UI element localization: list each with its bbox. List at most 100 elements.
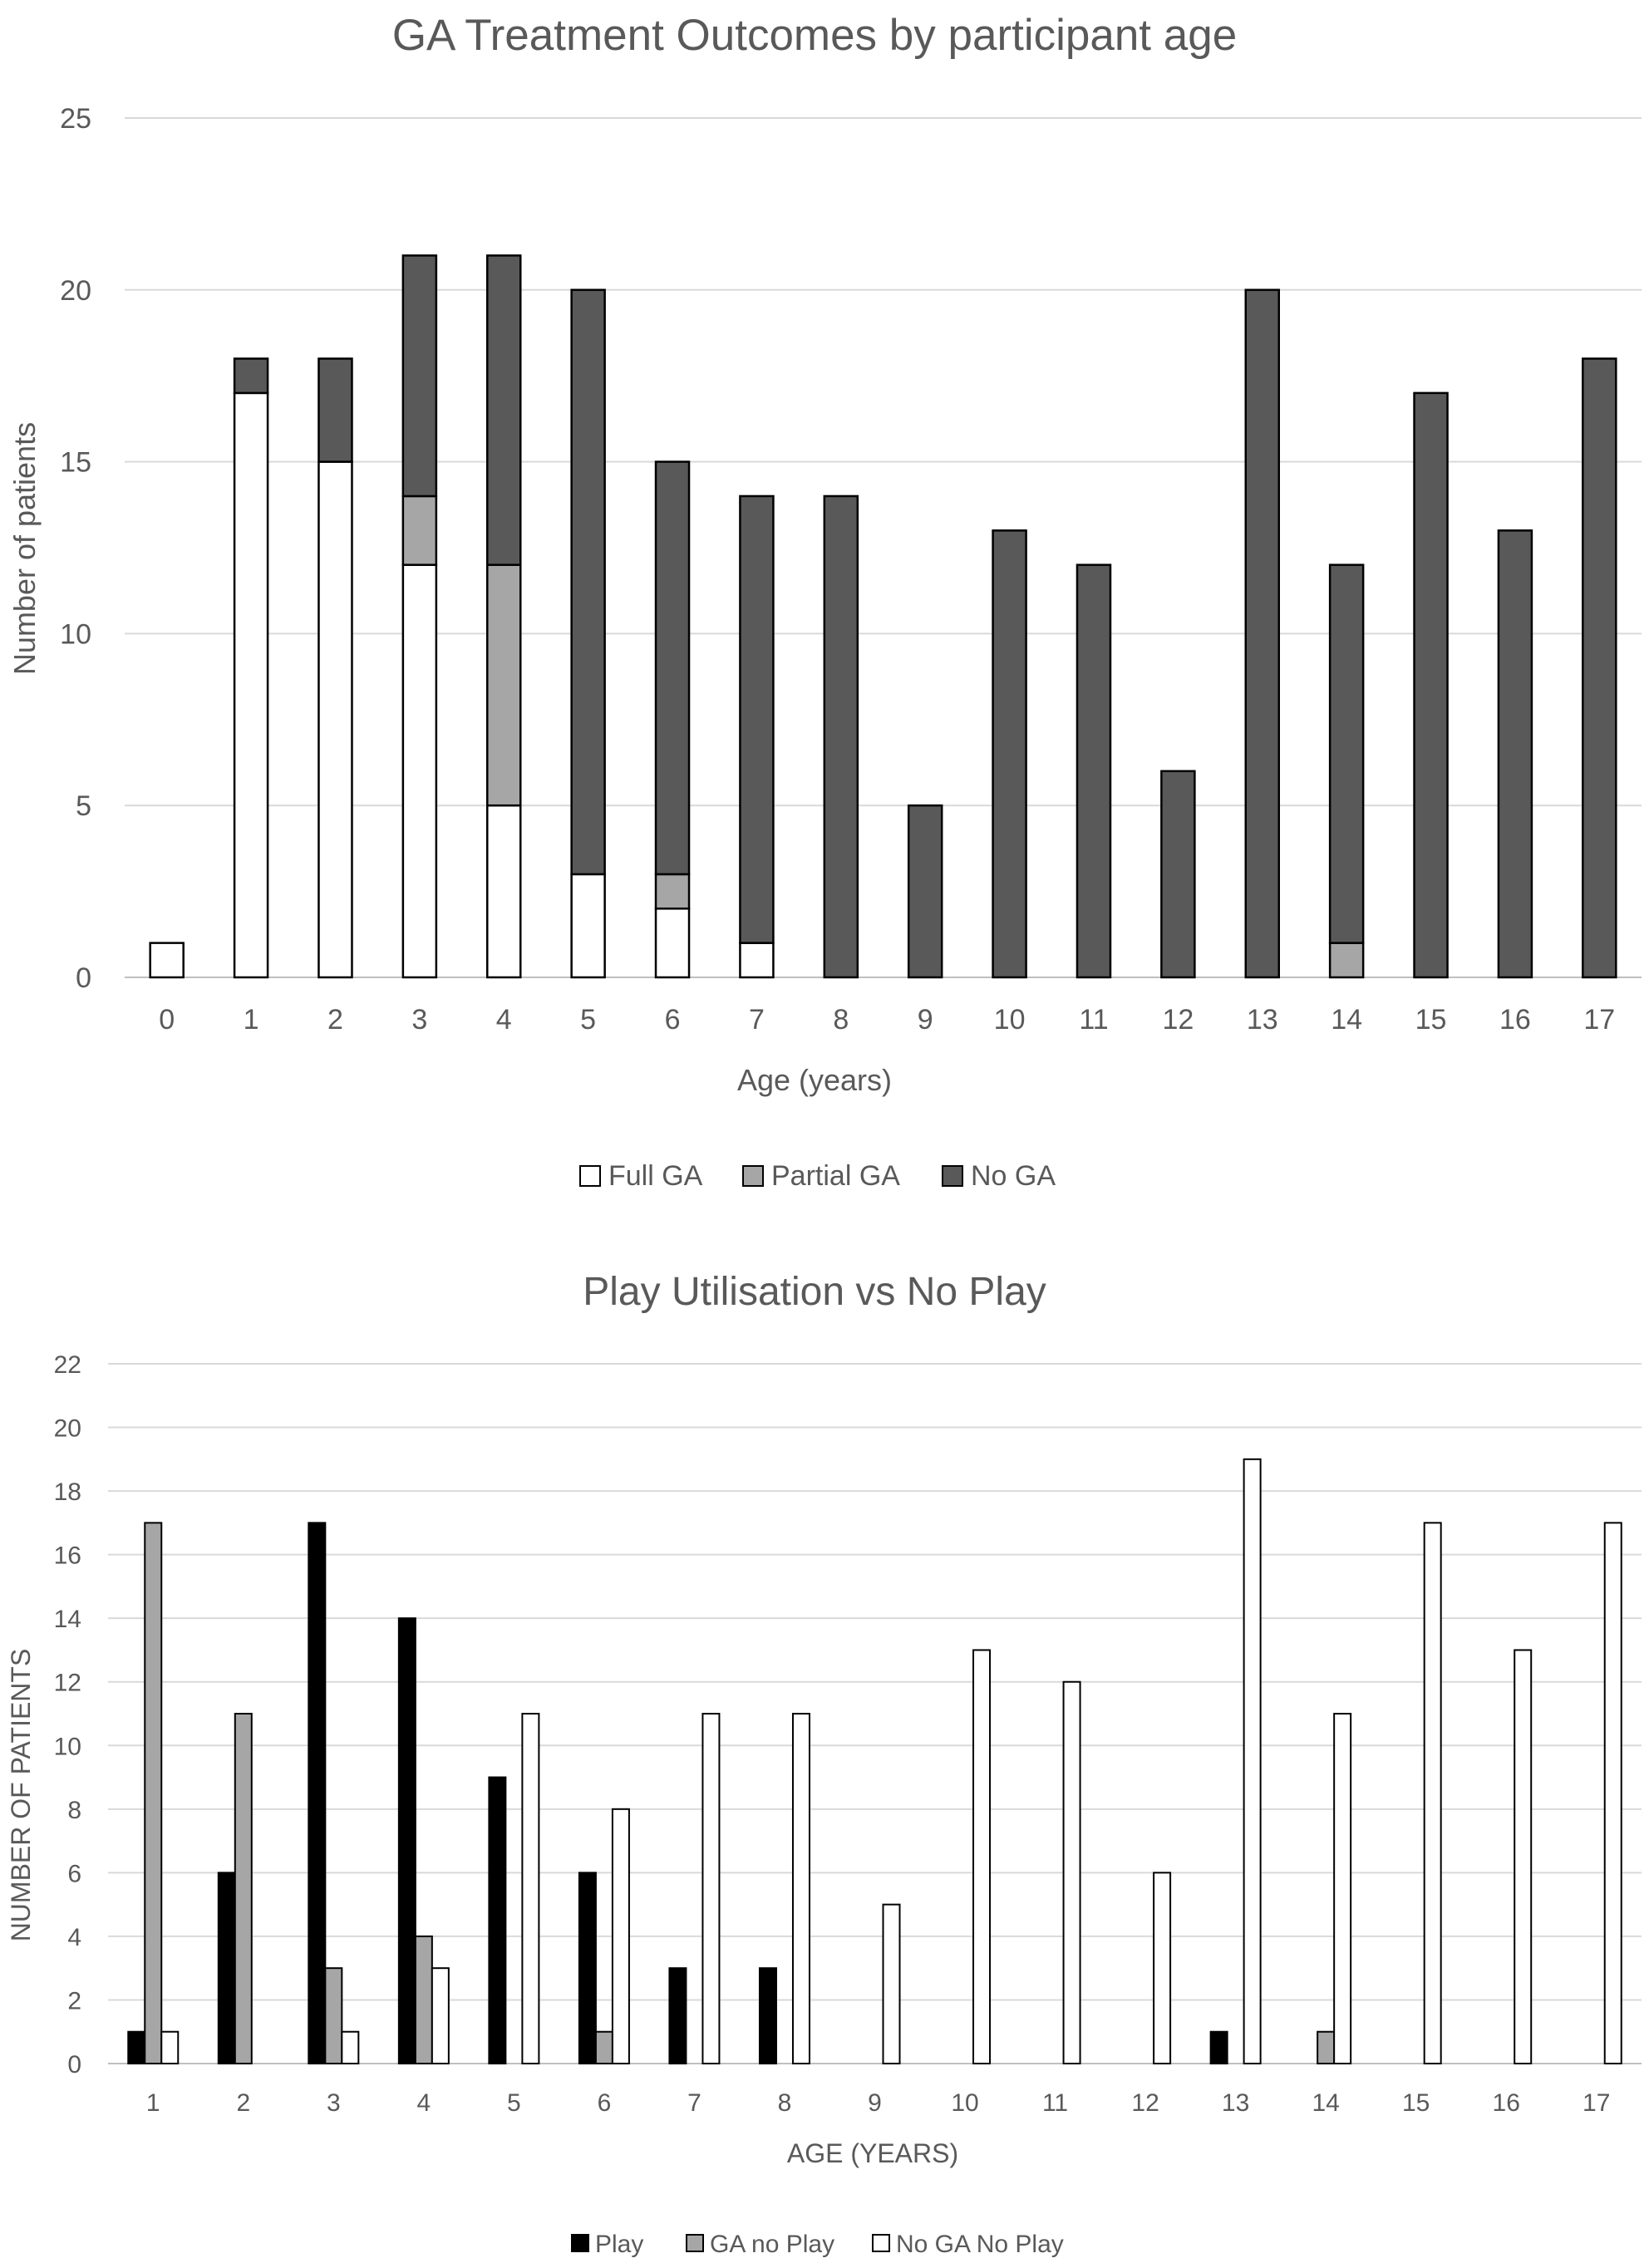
- chart2-bar-no-ga-no-play-age-1: [160, 2030, 180, 2065]
- chart1-y-ticks: 0 5 10 15 20 25: [60, 103, 91, 994]
- chart1-bar-partial-ga-age-14: [1328, 942, 1365, 979]
- chart2-bar-no-ga-no-play-age-9: [882, 1903, 901, 2065]
- chart2-x-tick-label: 1: [146, 2089, 160, 2117]
- chart1-bar-full-ga-age-2: [317, 460, 353, 979]
- chart2-x-tick-label: 13: [1222, 2089, 1249, 2117]
- chart2-x-tick-label: 15: [1402, 2089, 1430, 2117]
- chart1-bar-no-ga-age-6: [654, 460, 691, 876]
- chart2-bar-no-ga-no-play-age-15: [1423, 1522, 1442, 2064]
- chart2-x-tick-label: 7: [687, 2089, 701, 2117]
- chart1-x-tick-label: 8: [833, 1004, 849, 1036]
- chart2-y-tick-label: 14: [54, 1606, 81, 1633]
- chart1-bar-full-ga-age-4: [486, 804, 522, 979]
- chart1-legend-swatch-full-ga: [579, 1165, 601, 1187]
- chart1-bar-full-ga-age-6: [654, 908, 691, 979]
- chart2-x-tick-label: 3: [327, 2089, 341, 2117]
- chart2-y-ticks: 0 2 4 6 8 10 12 14 16 18 20 22: [54, 1351, 81, 2079]
- chart2-legend-swatch-ga-no-play: [686, 2234, 704, 2252]
- chart2-bar-no-ga-no-play-age-10: [972, 1649, 992, 2065]
- chart2-bar-play-age-1: [127, 2030, 146, 2065]
- chart2-bar-ga-no-play-age-6: [594, 2030, 613, 2065]
- chart1-title: GA Treatment Outcomes by participant age: [392, 11, 1237, 60]
- chart2-gridlines: [108, 1363, 1642, 2064]
- chart1-legend-label-partial-ga: Partial GA: [771, 1160, 900, 1192]
- chart2-legend-swatch-no-ga-no-play: [872, 2234, 890, 2252]
- chart1-y-tick-label: 25: [60, 103, 91, 135]
- chart1-x-tick-label: 1: [244, 1004, 259, 1036]
- chart1-y-tick-label: 10: [60, 618, 91, 650]
- chart2-bar-no-ga-no-play-age-13: [1243, 1458, 1262, 2065]
- chart1-y-tick-label: 5: [76, 790, 91, 822]
- chart2-bar-no-ga-no-play-age-16: [1514, 1649, 1533, 2065]
- chart2-bar-play-age-2: [217, 1872, 236, 2064]
- chart2-y-tick-label: 20: [54, 1415, 81, 1443]
- chart1-bar-no-ga-age-9: [907, 804, 943, 979]
- chart2-bar-play-age-7: [668, 1967, 687, 2065]
- chart1-bar-no-ga-age-12: [1160, 770, 1196, 979]
- chart1-legend-label-no-ga: No GA: [971, 1160, 1056, 1192]
- chart1-y-tick-label: 15: [60, 447, 91, 479]
- chart1-bar-full-ga-age-3: [401, 563, 438, 979]
- chart2-x-tick-label: 10: [951, 2089, 978, 2117]
- chart1-legend-label-full-ga: Full GA: [608, 1160, 703, 1192]
- chart1-x-tick-label: 6: [665, 1004, 681, 1036]
- chart2-x-tick-label: 9: [868, 2089, 882, 2117]
- chart2-legend-label-play: Play: [595, 2231, 643, 2258]
- chart1-x-tick-label: 2: [327, 1004, 343, 1036]
- chart1-x-tick-label: 13: [1247, 1004, 1278, 1036]
- chart1-gridlines: [125, 117, 1642, 978]
- chart2-x-tick-label: 16: [1493, 2089, 1520, 2117]
- chart1-bar-no-ga-age-1: [233, 357, 269, 395]
- chart1-x-tick-label: 14: [1331, 1004, 1362, 1036]
- chart2-bar-play-age-6: [578, 1872, 597, 2064]
- chart1-bars: [149, 254, 1617, 979]
- chart2-legend-label-no-ga-no-play: No GA No Play: [896, 2231, 1064, 2258]
- chart1-x-tick-label: 3: [411, 1004, 427, 1036]
- chart1-bar-no-ga-age-8: [823, 494, 859, 979]
- chart2-y-tick-label: 6: [67, 1860, 81, 1887]
- chart1-y-tick-label: 20: [60, 275, 91, 307]
- chart2-legend-label-ga-no-play: GA no Play: [710, 2231, 834, 2258]
- chart2-bar-no-ga-no-play-age-6: [611, 1808, 630, 2064]
- chart2-y-tick-label: 18: [54, 1478, 81, 1506]
- chart2-y-tick-label: 8: [67, 1797, 81, 1824]
- chart1-x-tick-label: 10: [994, 1004, 1026, 1036]
- chart1-legend: Full GA Partial GA No GA: [579, 1160, 1056, 1192]
- chart1-x-tick-label: 7: [749, 1004, 765, 1036]
- chart1-bar-full-ga-age-5: [570, 873, 606, 979]
- chart2-bar-no-ga-no-play-age-12: [1153, 1872, 1172, 2064]
- chart1-x-tick-label: 11: [1079, 1004, 1108, 1036]
- chart1-x-tick-label: 5: [580, 1004, 596, 1036]
- chart2-x-tick-label: 8: [778, 2089, 792, 2117]
- chart2-bar-ga-no-play-age-2: [234, 1713, 253, 2064]
- chart1-bar-no-ga-age-2: [317, 357, 353, 463]
- chart1-bar-partial-ga-age-4: [486, 563, 522, 807]
- chart1-bar-partial-ga-age-6: [654, 873, 691, 910]
- chart1-x-axis-label: Age (years): [737, 1063, 892, 1097]
- chart2-bar-no-ga-no-play-age-14: [1333, 1713, 1352, 2064]
- chart1-x-tick-label: 15: [1415, 1004, 1447, 1036]
- chart1-x-tick-label: 12: [1162, 1004, 1194, 1036]
- chart2-bar-ga-no-play-age-3: [324, 1967, 343, 2065]
- chart2-bar-ga-no-play-age-14: [1317, 2030, 1336, 2065]
- chart2-bar-play-age-13: [1209, 2030, 1228, 2065]
- chart2-x-tick-label: 6: [598, 2089, 612, 2117]
- chart2-title: Play Utilisation vs No Play: [583, 1270, 1046, 1314]
- chart2-x-tick-label: 14: [1312, 2089, 1339, 2117]
- chart2-bars: [127, 1458, 1622, 2065]
- chart1-bar-no-ga-age-10: [992, 529, 1027, 979]
- chart1-y-axis-label: Number of patients: [7, 422, 42, 675]
- chart2-bar-ga-no-play-age-1: [144, 1522, 163, 2064]
- chart1-x-tick-label: 16: [1499, 1004, 1531, 1036]
- chart1-y-tick-label: 0: [76, 962, 91, 994]
- chart2-x-tick-label: 2: [236, 2089, 250, 2117]
- chart2-legend-swatch-play: [571, 2234, 589, 2252]
- chart1-bar-no-ga-age-14: [1328, 563, 1365, 944]
- chart1-bar-no-ga-age-4: [486, 254, 522, 566]
- chart1-bar-no-ga-age-5: [570, 288, 606, 876]
- chart1-bar-no-ga-age-17: [1582, 357, 1617, 979]
- chart2-x-tick-label: 11: [1042, 2089, 1068, 2117]
- chart2-y-tick-label: 16: [54, 1542, 81, 1570]
